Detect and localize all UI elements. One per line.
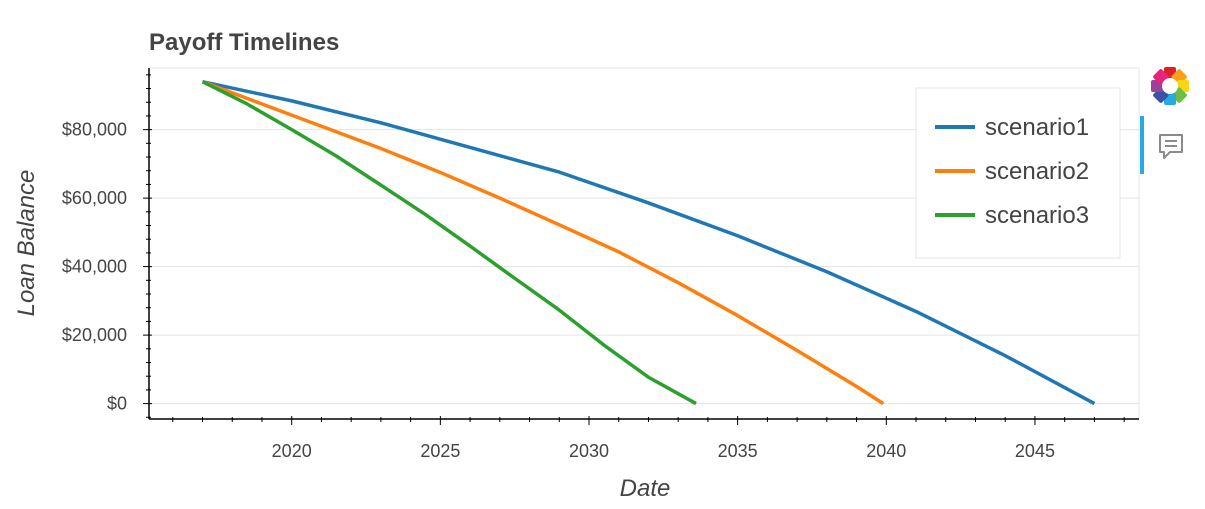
- y-axis-label: Loan Balance: [13, 170, 40, 317]
- y-axis: $0 $20,000 $40,000 $60,000 $80,000: [62, 68, 152, 419]
- bokeh-logo-icon[interactable]: [1150, 66, 1190, 106]
- series-line-scenario1: [202, 79, 1096, 406]
- x-tick-label: 2040: [866, 441, 906, 461]
- y-tick-label: $40,000: [62, 257, 127, 277]
- y-tick-label: $20,000: [62, 325, 127, 345]
- toolbar-active-indicator: [1140, 116, 1144, 174]
- x-tick-label: 2030: [569, 441, 609, 461]
- y-tick-label: $0: [107, 394, 127, 414]
- x-tick-label: 2045: [1015, 441, 1055, 461]
- chart-title: Payoff Timelines: [149, 29, 339, 56]
- legend-label-scenario3: scenario3: [985, 202, 1089, 229]
- series-line-scenario3: [201, 80, 697, 406]
- x-axis-label: Date: [620, 475, 671, 502]
- chart-toolbar: [1140, 62, 1200, 202]
- x-tick-label: 2020: [272, 441, 312, 461]
- y-tick-label: $60,000: [62, 188, 127, 208]
- legend: scenario1 scenario2 scenario3: [915, 87, 1121, 259]
- y-tick-label: $80,000: [62, 120, 127, 140]
- series-lines: [201, 79, 1096, 406]
- legend-label-scenario2: scenario2: [985, 158, 1089, 185]
- hover-tooltip-icon[interactable]: [1157, 132, 1185, 162]
- legend-label-scenario1: scenario1: [985, 114, 1089, 141]
- x-tick-label: 2025: [420, 441, 460, 461]
- series-line-scenario2: [201, 80, 885, 406]
- x-tick-label: 2035: [718, 441, 758, 461]
- x-axis: 2020 2025 2030 2035 2040 2045: [149, 416, 1139, 461]
